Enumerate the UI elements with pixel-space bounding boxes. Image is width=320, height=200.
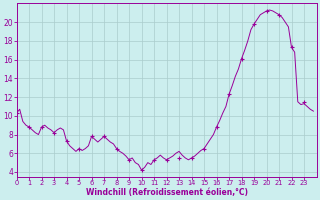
- X-axis label: Windchill (Refroidissement éolien,°C): Windchill (Refroidissement éolien,°C): [85, 188, 248, 197]
